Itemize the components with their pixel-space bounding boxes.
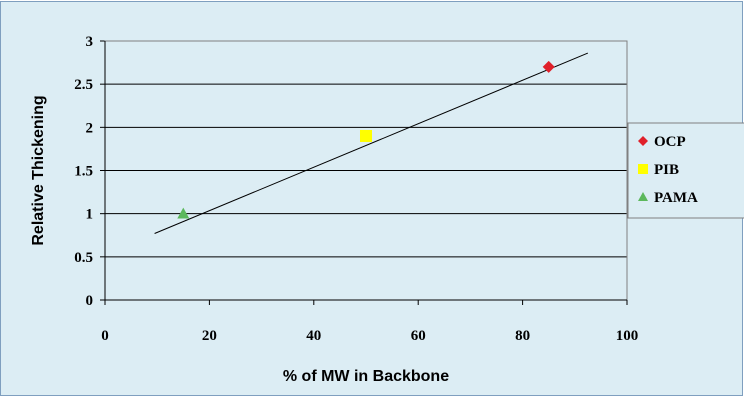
y-tick-label: 1 bbox=[86, 207, 94, 223]
axes bbox=[104, 40, 628, 305]
x-tick-label: 40 bbox=[306, 328, 321, 344]
legend-marker-pama bbox=[638, 192, 648, 201]
x-tick-label: 80 bbox=[515, 328, 530, 344]
y-tick-label: 3 bbox=[86, 34, 94, 50]
y-tick-label: 1.5 bbox=[74, 164, 93, 180]
x-tick-label: 0 bbox=[101, 328, 109, 344]
data-point-ocp bbox=[542, 60, 555, 73]
legend-label-ocp: OCP bbox=[654, 134, 686, 150]
y-axis-title: Relative Thickening bbox=[30, 95, 47, 245]
legend-label-pama: PAMA bbox=[654, 190, 698, 206]
data-point-pib bbox=[360, 129, 372, 142]
y-tick-label: 2.5 bbox=[74, 77, 93, 93]
y-tick-label: 0 bbox=[86, 293, 94, 309]
data-points bbox=[177, 60, 555, 219]
legend: OCP PIB PAMA bbox=[627, 122, 744, 219]
y-tick-label: 0.5 bbox=[74, 250, 93, 266]
x-tick-labels: 0 20 40 60 80 100 bbox=[101, 328, 638, 344]
x-tick-label: 60 bbox=[411, 328, 426, 344]
legend-marker-pib bbox=[638, 164, 648, 174]
y-tick-labels: 0 0.5 1 1.5 2 2.5 3 bbox=[74, 34, 93, 309]
legend-label-pib: PIB bbox=[654, 162, 679, 178]
legend-marker-ocp bbox=[638, 136, 648, 146]
x-tick-label: 100 bbox=[616, 328, 639, 344]
y-tick-label: 2 bbox=[86, 120, 94, 136]
data-point-pama bbox=[177, 207, 190, 219]
x-tick-label: 20 bbox=[202, 328, 217, 344]
trendline bbox=[154, 52, 589, 234]
x-axis-title: % of MW in Backbone bbox=[283, 368, 449, 385]
